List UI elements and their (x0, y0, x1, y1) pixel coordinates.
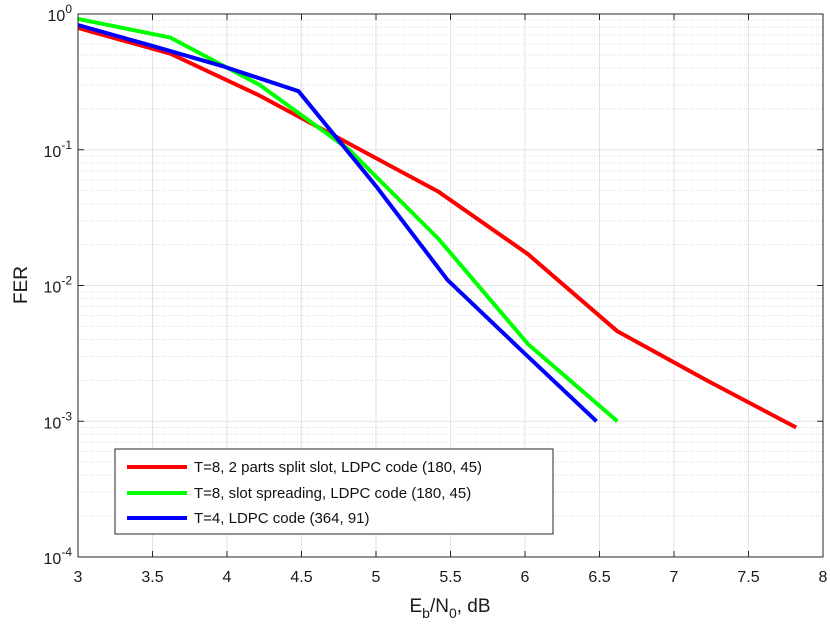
legend-label: T=8, slot spreading, LDPC code (180, 45) (194, 485, 471, 502)
x-axis-title: Eb/N0, dB (409, 596, 490, 621)
x-tick-label: 8 (819, 569, 828, 586)
x-tick-label: 3 (74, 569, 83, 586)
y-tick-exponent: -3 (61, 409, 72, 423)
y-tick-base: 10 (44, 280, 62, 297)
y-tick-base: 10 (48, 8, 66, 25)
y-tick-exponent: -2 (61, 274, 72, 288)
legend-item: T=4, LDPC code (364, 91) (127, 510, 370, 527)
x-tick-label: 7 (670, 569, 679, 586)
y-tick-label: 10-2 (44, 274, 73, 297)
y-tick-label: 10-4 (44, 545, 73, 568)
legend-item: T=8, 2 parts split slot, LDPC code (180,… (127, 459, 482, 476)
legend-item: T=8, slot spreading, LDPC code (180, 45) (127, 485, 471, 502)
y-tick-exponent: 0 (65, 2, 72, 16)
x-axis-title-main: E (409, 596, 422, 617)
x-tick-label: 4 (223, 569, 232, 586)
x-tick-label: 7.5 (737, 569, 759, 586)
y-tick-exponent: -1 (61, 138, 72, 152)
x-tick-label: 6.5 (588, 569, 610, 586)
y-tick-base: 10 (44, 415, 62, 432)
x-axis-title-mid: /N (430, 596, 449, 617)
series-line-0 (77, 25, 798, 430)
tick-marks (77, 13, 824, 558)
y-tick-exponent: -4 (61, 545, 72, 559)
legend-box (114, 448, 554, 535)
series-lines (77, 16, 798, 430)
legend-label: T=4, LDPC code (364, 91) (194, 510, 370, 527)
series-line-1 (77, 16, 619, 423)
legend-label: T=8, 2 parts split slot, LDPC code (180,… (194, 459, 482, 476)
y-tick-label: 10-3 (44, 409, 73, 432)
y-tick-base: 10 (44, 144, 62, 161)
legend: T=8, 2 parts split slot, LDPC code (180,… (114, 448, 554, 535)
x-axis-title-sub1: b (422, 605, 430, 621)
y-tick-label: 100 (48, 2, 73, 25)
x-axis-title-tail: , dB (457, 596, 491, 617)
y-axis-title: FER (11, 266, 32, 304)
x-tick-label: 3.5 (141, 569, 163, 586)
x-tick-label: 6 (521, 569, 530, 586)
x-tick-labels: 3 3.5 4 4.5 5 5.5 6 6.5 7 7.5 8 (74, 569, 828, 586)
y-tick-base: 10 (44, 551, 62, 568)
x-tick-label: 4.5 (290, 569, 312, 586)
x-axis-title-sub2: 0 (449, 605, 457, 621)
series-line-2 (77, 23, 598, 423)
x-tick-label: 5 (372, 569, 381, 586)
x-tick-label: 5.5 (439, 569, 461, 586)
y-tick-label: 10-1 (44, 138, 73, 161)
